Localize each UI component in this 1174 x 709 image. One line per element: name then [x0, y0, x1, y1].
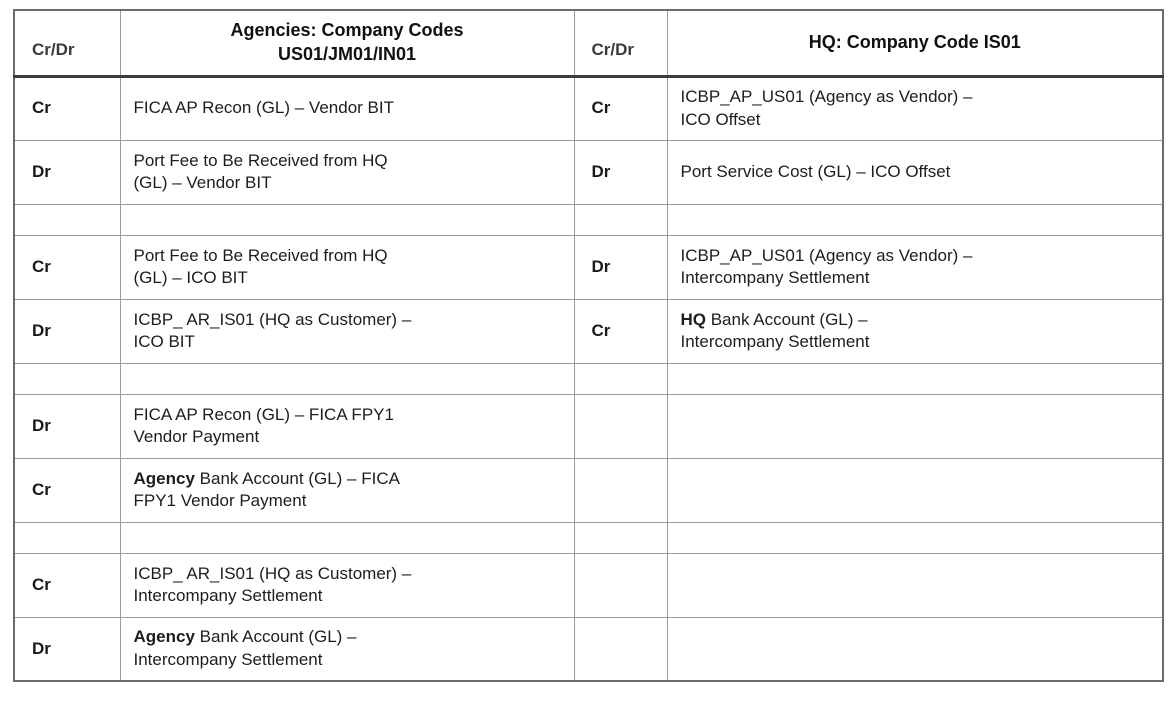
spacer-cell — [119, 203, 575, 236]
agency-crdr-cell: Cr — [13, 552, 121, 618]
hq-crdr-cell: Dr — [573, 139, 668, 205]
hq-crdr-cell — [573, 616, 668, 682]
agency-description-cell: ICBP_ AR_IS01 (HQ as Customer) – ICO BIT — [119, 298, 575, 364]
agency-description-cell: Agency Bank Account (GL) – FICA FPY1 Vend… — [119, 457, 575, 523]
hq-crdr-cell: Dr — [573, 234, 668, 300]
hq-crdr-cell: Cr — [573, 298, 668, 364]
hq-crdr-cell — [573, 393, 668, 459]
header-hq-crdr: Cr/Dr — [573, 9, 668, 78]
table-row: Cr Agency Bank Account (GL) – FICA FPY1 Ve… — [13, 457, 1164, 523]
hq-description-cell — [666, 616, 1164, 682]
header-hq-title: HQ: Company Code IS01 — [666, 9, 1164, 78]
spacer-cell — [666, 362, 1164, 395]
hq-description-cell — [666, 457, 1164, 523]
hq-description-cell — [666, 393, 1164, 459]
spacer-cell — [573, 362, 668, 395]
posting-table: Cr/Dr Agencies: Company Codes US01/JM01/… — [13, 9, 1164, 682]
table-header: Cr/Dr Agencies: Company Codes US01/JM01/… — [13, 9, 1164, 78]
agency-description-cell: ICBP_ AR_IS01 (HQ as Customer) – Intercom… — [119, 552, 575, 618]
spacer-cell — [13, 521, 121, 554]
header-agency-title-line2: US01/JM01/IN01 — [277, 43, 417, 64]
spacer-cell — [573, 521, 668, 554]
hq-description-cell — [666, 552, 1164, 618]
spacer-cell — [666, 203, 1164, 236]
hq-crdr-cell: Cr — [573, 75, 668, 141]
header-agency-crdr: Cr/Dr — [13, 9, 121, 78]
spacer-cell — [119, 521, 575, 554]
table-row: Dr Agency Bank Account (GL) – Intercompany… — [13, 616, 1164, 682]
table-body: Cr FICA AP Recon (GL) – Vendor BIT Cr ICBP_… — [13, 75, 1164, 682]
agency-crdr-cell: Dr — [13, 616, 121, 682]
hq-crdr-cell — [573, 457, 668, 523]
spacer-cell — [119, 362, 575, 395]
table-row: Dr Port Fee to Be Received from HQ (GL) – … — [13, 139, 1164, 205]
spacer-cell — [13, 203, 121, 236]
agency-crdr-cell: Dr — [13, 393, 121, 459]
spacer-cell — [573, 203, 668, 236]
hq-description-cell: ICBP_AP_US01 (Agency as Vendor) – ICO Off… — [666, 75, 1164, 141]
spacer-row — [13, 362, 1164, 395]
header-row: Cr/Dr Agencies: Company Codes US01/JM01/… — [13, 9, 1164, 78]
hq-description-cell: HQ Bank Account (GL) – Intercompany Settl… — [666, 298, 1164, 364]
agency-description-cell: Agency Bank Account (GL) – Intercompany S… — [119, 616, 575, 682]
spacer-row — [13, 521, 1164, 554]
agency-crdr-cell: Dr — [13, 298, 121, 364]
hq-description-cell: Port Service Cost (GL) – ICO Offset — [666, 139, 1164, 205]
table-row: Cr Port Fee to Be Received from HQ (GL) – … — [13, 234, 1164, 300]
agency-description-cell: FICA AP Recon (GL) – Vendor BIT — [119, 75, 575, 141]
hq-description-cell: ICBP_AP_US01 (Agency as Vendor) – Interco… — [666, 234, 1164, 300]
table-row: Dr FICA AP Recon (GL) – FICA FPY1 Vendor P… — [13, 393, 1164, 459]
agency-crdr-cell: Dr — [13, 139, 121, 205]
spacer-cell — [13, 362, 121, 395]
agency-description-cell: FICA AP Recon (GL) – FICA FPY1 Vendor Pay… — [119, 393, 575, 459]
agency-description-cell: Port Fee to Be Received from HQ (GL) – IC… — [119, 234, 575, 300]
spacer-row — [13, 203, 1164, 236]
header-agency-title: Agencies: Company Codes US01/JM01/IN01 — [119, 9, 575, 78]
agency-crdr-cell: Cr — [13, 234, 121, 300]
table-row: Dr ICBP_ AR_IS01 (HQ as Customer) – ICO BI… — [13, 298, 1164, 364]
agency-crdr-cell: Cr — [13, 75, 121, 141]
header-agency-title-line1: Agencies: Company Codes — [230, 20, 464, 40]
agency-description-cell: Port Fee to Be Received from HQ (GL) – Ve… — [119, 139, 575, 205]
spacer-cell — [666, 521, 1164, 554]
table-row: Cr ICBP_ AR_IS01 (HQ as Customer) – Interc… — [13, 552, 1164, 618]
table-row: Cr FICA AP Recon (GL) – Vendor BIT Cr ICBP_… — [13, 75, 1164, 141]
hq-crdr-cell — [573, 552, 668, 618]
agency-crdr-cell: Cr — [13, 457, 121, 523]
